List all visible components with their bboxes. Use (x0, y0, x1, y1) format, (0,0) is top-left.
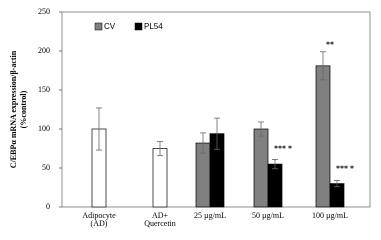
y-axis-label: C/EBPα mRNA expression/β-actin (9, 50, 18, 168)
annotation: *** * (274, 144, 292, 153)
y-tick-label: 200 (38, 46, 50, 55)
x-tick-label: (AD) (91, 219, 108, 228)
x-tick-label: 25 µg/mL (194, 211, 226, 220)
bar (152, 148, 168, 208)
annotation: *** * (336, 164, 354, 173)
bar (315, 65, 331, 208)
x-tick-label: Adipocyte (82, 211, 116, 220)
legend-swatch (94, 22, 103, 31)
bar (267, 163, 283, 208)
y-tick-label: 50 (42, 163, 50, 172)
bar (253, 128, 269, 208)
y-axis-label: (%control) (19, 90, 28, 128)
x-tick-label: AD+ (152, 211, 169, 220)
y-tick-label: 100 (38, 124, 50, 133)
x-tick-label: 100 µg/mL (312, 211, 348, 220)
y-tick-label: 0 (46, 202, 50, 211)
y-tick-label: 150 (38, 85, 50, 94)
legend-swatch (134, 22, 143, 31)
legend-label: PL54 (144, 22, 163, 31)
x-tick-label: 50 µg/mL (252, 211, 284, 220)
y-tick-label: 250 (38, 7, 50, 16)
legend-label: CV (104, 22, 116, 31)
x-tick-label: Quercetin (144, 219, 176, 228)
annotation: ** (326, 40, 334, 49)
